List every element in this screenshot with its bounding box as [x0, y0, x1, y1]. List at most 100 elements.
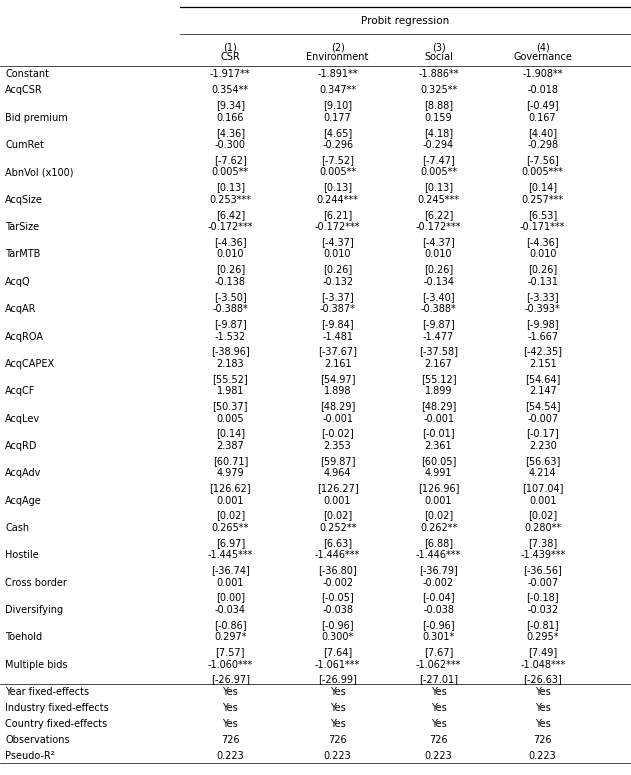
- Text: 2.353: 2.353: [324, 441, 351, 451]
- Text: [-37.58]: [-37.58]: [419, 346, 458, 356]
- Text: [-0.96]: [-0.96]: [321, 620, 354, 630]
- Text: 0.262**: 0.262**: [420, 523, 457, 533]
- Text: -0.172***: -0.172***: [416, 222, 461, 232]
- Text: [0.00]: [0.00]: [216, 593, 245, 602]
- Text: 726: 726: [429, 735, 448, 745]
- Text: -0.034: -0.034: [215, 605, 246, 615]
- Text: [-3.40]: [-3.40]: [422, 291, 455, 301]
- Text: -0.138: -0.138: [215, 277, 246, 287]
- Text: Social: Social: [424, 52, 453, 62]
- Text: CSR: CSR: [220, 52, 240, 62]
- Text: -0.387*: -0.387*: [320, 304, 355, 314]
- Text: -1.891**: -1.891**: [317, 70, 358, 80]
- Text: [50.37]: [50.37]: [213, 401, 248, 411]
- Text: [7.57]: [7.57]: [216, 647, 245, 657]
- Text: Toehold: Toehold: [5, 632, 42, 642]
- Text: -1.048***: -1.048***: [520, 660, 565, 670]
- Text: 726: 726: [221, 735, 240, 745]
- Text: 0.001: 0.001: [529, 495, 557, 505]
- Text: 0.257***: 0.257***: [522, 195, 563, 205]
- Text: Observations: Observations: [5, 735, 69, 745]
- Text: -0.171***: -0.171***: [520, 222, 565, 232]
- Text: [4.18]: [4.18]: [424, 128, 453, 138]
- Text: [-26.99]: [-26.99]: [318, 674, 357, 684]
- Text: 2.151: 2.151: [529, 359, 557, 369]
- Text: Yes: Yes: [223, 718, 238, 728]
- Text: AcqAge: AcqAge: [5, 495, 42, 505]
- Text: [-7.62]: [-7.62]: [214, 155, 247, 165]
- Text: 4.979: 4.979: [216, 468, 244, 478]
- Text: [6.63]: [6.63]: [323, 538, 352, 548]
- Text: AcqAR: AcqAR: [5, 304, 37, 314]
- Text: -1.445***: -1.445***: [208, 550, 253, 560]
- Text: -1.886**: -1.886**: [418, 70, 459, 80]
- Text: Yes: Yes: [330, 718, 345, 728]
- Text: [-0.49]: [-0.49]: [526, 100, 559, 110]
- Text: 0.347**: 0.347**: [319, 85, 356, 95]
- Text: -1.908**: -1.908**: [522, 70, 563, 80]
- Text: -0.001: -0.001: [322, 414, 353, 424]
- Text: 0.354**: 0.354**: [212, 85, 249, 95]
- Text: 0.295*: 0.295*: [526, 632, 559, 642]
- Text: [-4.37]: [-4.37]: [321, 237, 354, 247]
- Text: [6.21]: [6.21]: [323, 210, 352, 219]
- Text: 0.265**: 0.265**: [211, 523, 249, 533]
- Text: (2): (2): [331, 42, 345, 52]
- Text: [0.14]: [0.14]: [216, 429, 245, 439]
- Text: AcqCSR: AcqCSR: [5, 85, 43, 95]
- Text: 0.223: 0.223: [324, 751, 351, 760]
- Text: 0.001: 0.001: [216, 495, 244, 505]
- Text: 2.387: 2.387: [216, 441, 244, 451]
- Text: [126.96]: [126.96]: [418, 483, 459, 493]
- Text: [-0.96]: [-0.96]: [422, 620, 455, 630]
- Text: 2.361: 2.361: [425, 441, 452, 451]
- Text: -0.298: -0.298: [527, 140, 558, 150]
- Text: AcqAdv: AcqAdv: [5, 468, 42, 478]
- Text: [60.71]: [60.71]: [213, 456, 248, 466]
- Text: -0.038: -0.038: [423, 605, 454, 615]
- Text: (4): (4): [536, 42, 550, 52]
- Text: Yes: Yes: [330, 687, 345, 697]
- Text: [0.14]: [0.14]: [528, 182, 557, 192]
- Text: AcqRD: AcqRD: [5, 441, 38, 451]
- Text: Hostile: Hostile: [5, 550, 38, 560]
- Text: 0.297*: 0.297*: [214, 632, 247, 642]
- Text: -0.172***: -0.172***: [315, 222, 360, 232]
- Text: 0.301*: 0.301*: [422, 632, 455, 642]
- Text: -1.446***: -1.446***: [416, 550, 461, 560]
- Text: [7.64]: [7.64]: [323, 647, 352, 657]
- Text: CumRet: CumRet: [5, 140, 44, 150]
- Text: -1.481: -1.481: [322, 332, 353, 342]
- Text: [-37.67]: [-37.67]: [318, 346, 357, 356]
- Text: 0.167: 0.167: [529, 112, 557, 122]
- Text: 0.166: 0.166: [216, 112, 244, 122]
- Text: AcqCF: AcqCF: [5, 386, 35, 396]
- Text: 0.010: 0.010: [425, 250, 452, 260]
- Text: TarSize: TarSize: [5, 222, 39, 232]
- Text: 2.167: 2.167: [425, 359, 452, 369]
- Text: [-36.80]: [-36.80]: [318, 565, 357, 575]
- Text: [0.02]: [0.02]: [424, 511, 453, 521]
- Text: AcqQ: AcqQ: [5, 277, 31, 287]
- Text: Country fixed-effects: Country fixed-effects: [5, 718, 107, 728]
- Text: 726: 726: [328, 735, 347, 745]
- Text: Bid premium: Bid premium: [5, 112, 68, 122]
- Text: [7.49]: [7.49]: [528, 647, 557, 657]
- Text: -0.132: -0.132: [322, 277, 353, 287]
- Text: 1.898: 1.898: [324, 386, 351, 396]
- Text: Yes: Yes: [223, 687, 238, 697]
- Text: [0.13]: [0.13]: [424, 182, 453, 192]
- Text: Multiple bids: Multiple bids: [5, 660, 68, 670]
- Text: Yes: Yes: [431, 687, 446, 697]
- Text: Yes: Yes: [330, 703, 345, 713]
- Text: [59.87]: [59.87]: [320, 456, 355, 466]
- Text: 0.325**: 0.325**: [420, 85, 457, 95]
- Text: -0.002: -0.002: [423, 577, 454, 587]
- Text: AcqROA: AcqROA: [5, 332, 44, 342]
- Text: (1): (1): [223, 42, 237, 52]
- Text: 0.005**: 0.005**: [420, 167, 457, 177]
- Text: -0.007: -0.007: [527, 577, 558, 587]
- Text: [6.22]: [6.22]: [424, 210, 453, 219]
- Text: [-0.86]: [-0.86]: [214, 620, 247, 630]
- Text: [-0.01]: [-0.01]: [422, 429, 455, 439]
